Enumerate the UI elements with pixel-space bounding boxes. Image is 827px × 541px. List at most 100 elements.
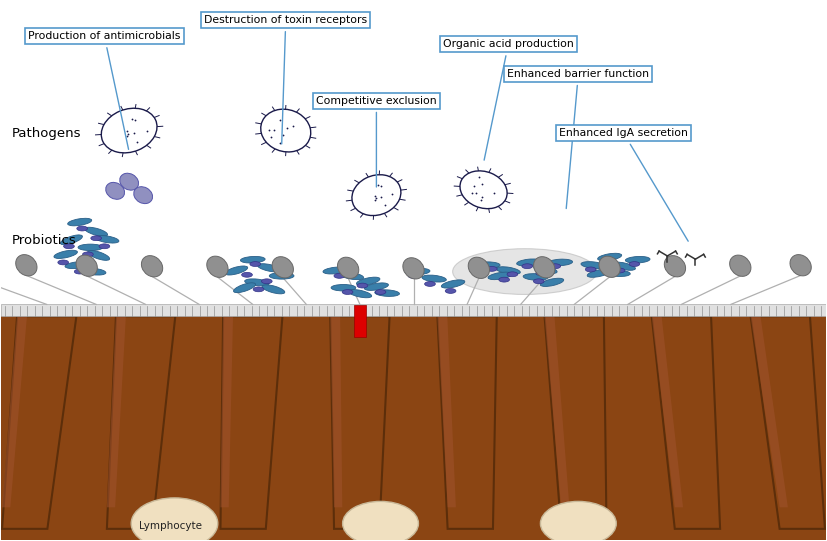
Ellipse shape	[468, 257, 490, 279]
Polygon shape	[2, 316, 76, 529]
Polygon shape	[330, 316, 342, 507]
Ellipse shape	[101, 108, 157, 153]
Ellipse shape	[250, 262, 261, 267]
Polygon shape	[652, 316, 720, 529]
Ellipse shape	[241, 272, 252, 277]
Ellipse shape	[507, 272, 518, 276]
Ellipse shape	[365, 283, 389, 291]
Ellipse shape	[729, 255, 751, 276]
Polygon shape	[107, 316, 175, 529]
Polygon shape	[544, 316, 606, 529]
Ellipse shape	[460, 171, 507, 209]
Ellipse shape	[77, 226, 88, 231]
Ellipse shape	[522, 264, 533, 269]
Ellipse shape	[536, 270, 547, 275]
Text: Competitive exclusion: Competitive exclusion	[316, 96, 437, 187]
Ellipse shape	[272, 256, 294, 278]
Text: Organic acid production: Organic acid production	[443, 39, 574, 160]
Ellipse shape	[496, 267, 520, 274]
Ellipse shape	[83, 252, 93, 257]
Ellipse shape	[614, 268, 625, 273]
Ellipse shape	[225, 266, 248, 275]
Polygon shape	[330, 316, 390, 529]
Ellipse shape	[375, 289, 386, 294]
Ellipse shape	[207, 256, 228, 278]
Ellipse shape	[323, 267, 347, 274]
Ellipse shape	[16, 255, 37, 276]
Ellipse shape	[550, 264, 561, 269]
Ellipse shape	[586, 267, 596, 272]
Ellipse shape	[356, 277, 380, 285]
Ellipse shape	[486, 267, 497, 271]
Text: Destruction of toxin receptors: Destruction of toxin receptors	[204, 15, 367, 144]
Ellipse shape	[424, 281, 435, 286]
Ellipse shape	[233, 283, 256, 293]
Ellipse shape	[445, 288, 456, 293]
Ellipse shape	[253, 287, 264, 292]
FancyBboxPatch shape	[354, 306, 366, 337]
Ellipse shape	[442, 280, 465, 288]
Ellipse shape	[120, 173, 139, 190]
Ellipse shape	[488, 272, 512, 280]
Ellipse shape	[533, 256, 555, 278]
Ellipse shape	[403, 258, 424, 279]
Ellipse shape	[540, 502, 616, 541]
Polygon shape	[107, 316, 126, 507]
Ellipse shape	[262, 285, 284, 294]
Polygon shape	[544, 316, 570, 507]
Ellipse shape	[342, 502, 418, 541]
Polygon shape	[751, 316, 825, 529]
Ellipse shape	[598, 253, 622, 261]
Ellipse shape	[581, 262, 605, 268]
Ellipse shape	[605, 270, 630, 276]
Ellipse shape	[599, 256, 620, 278]
Ellipse shape	[65, 262, 89, 268]
Ellipse shape	[68, 219, 92, 226]
Ellipse shape	[141, 256, 163, 277]
Ellipse shape	[91, 236, 102, 241]
Ellipse shape	[64, 244, 74, 249]
Ellipse shape	[517, 259, 541, 266]
Text: Enhanced IgA secretion: Enhanced IgA secretion	[559, 128, 688, 241]
Ellipse shape	[85, 227, 108, 236]
Ellipse shape	[261, 279, 272, 283]
Text: Production of antimicrobials: Production of antimicrobials	[28, 31, 180, 149]
Ellipse shape	[476, 262, 500, 268]
Ellipse shape	[331, 285, 356, 291]
Polygon shape	[437, 316, 497, 529]
Ellipse shape	[95, 235, 119, 243]
Ellipse shape	[78, 244, 103, 250]
Ellipse shape	[790, 255, 811, 276]
Ellipse shape	[134, 187, 152, 203]
Text: Probiotics: Probiotics	[12, 234, 76, 247]
Ellipse shape	[348, 289, 371, 298]
Ellipse shape	[499, 277, 509, 282]
Polygon shape	[221, 316, 233, 507]
Ellipse shape	[241, 256, 265, 263]
Ellipse shape	[60, 235, 83, 245]
Ellipse shape	[602, 259, 613, 263]
Ellipse shape	[409, 273, 418, 278]
Ellipse shape	[587, 269, 610, 278]
Ellipse shape	[76, 255, 98, 276]
Ellipse shape	[54, 250, 78, 259]
Ellipse shape	[340, 272, 364, 280]
Ellipse shape	[106, 182, 125, 199]
Ellipse shape	[257, 263, 281, 272]
Polygon shape	[652, 316, 683, 507]
Ellipse shape	[625, 256, 650, 263]
Ellipse shape	[422, 275, 447, 282]
Ellipse shape	[261, 109, 311, 152]
Ellipse shape	[548, 259, 572, 266]
Polygon shape	[2, 316, 27, 507]
Ellipse shape	[540, 278, 564, 286]
Ellipse shape	[74, 269, 85, 274]
Ellipse shape	[334, 273, 345, 278]
Ellipse shape	[131, 498, 218, 541]
Text: Enhanced barrier function: Enhanced barrier function	[507, 69, 649, 208]
Ellipse shape	[342, 289, 353, 294]
Ellipse shape	[357, 283, 368, 288]
Text: Lymphocyte: Lymphocyte	[139, 521, 202, 531]
Polygon shape	[221, 316, 283, 529]
Ellipse shape	[99, 244, 110, 249]
